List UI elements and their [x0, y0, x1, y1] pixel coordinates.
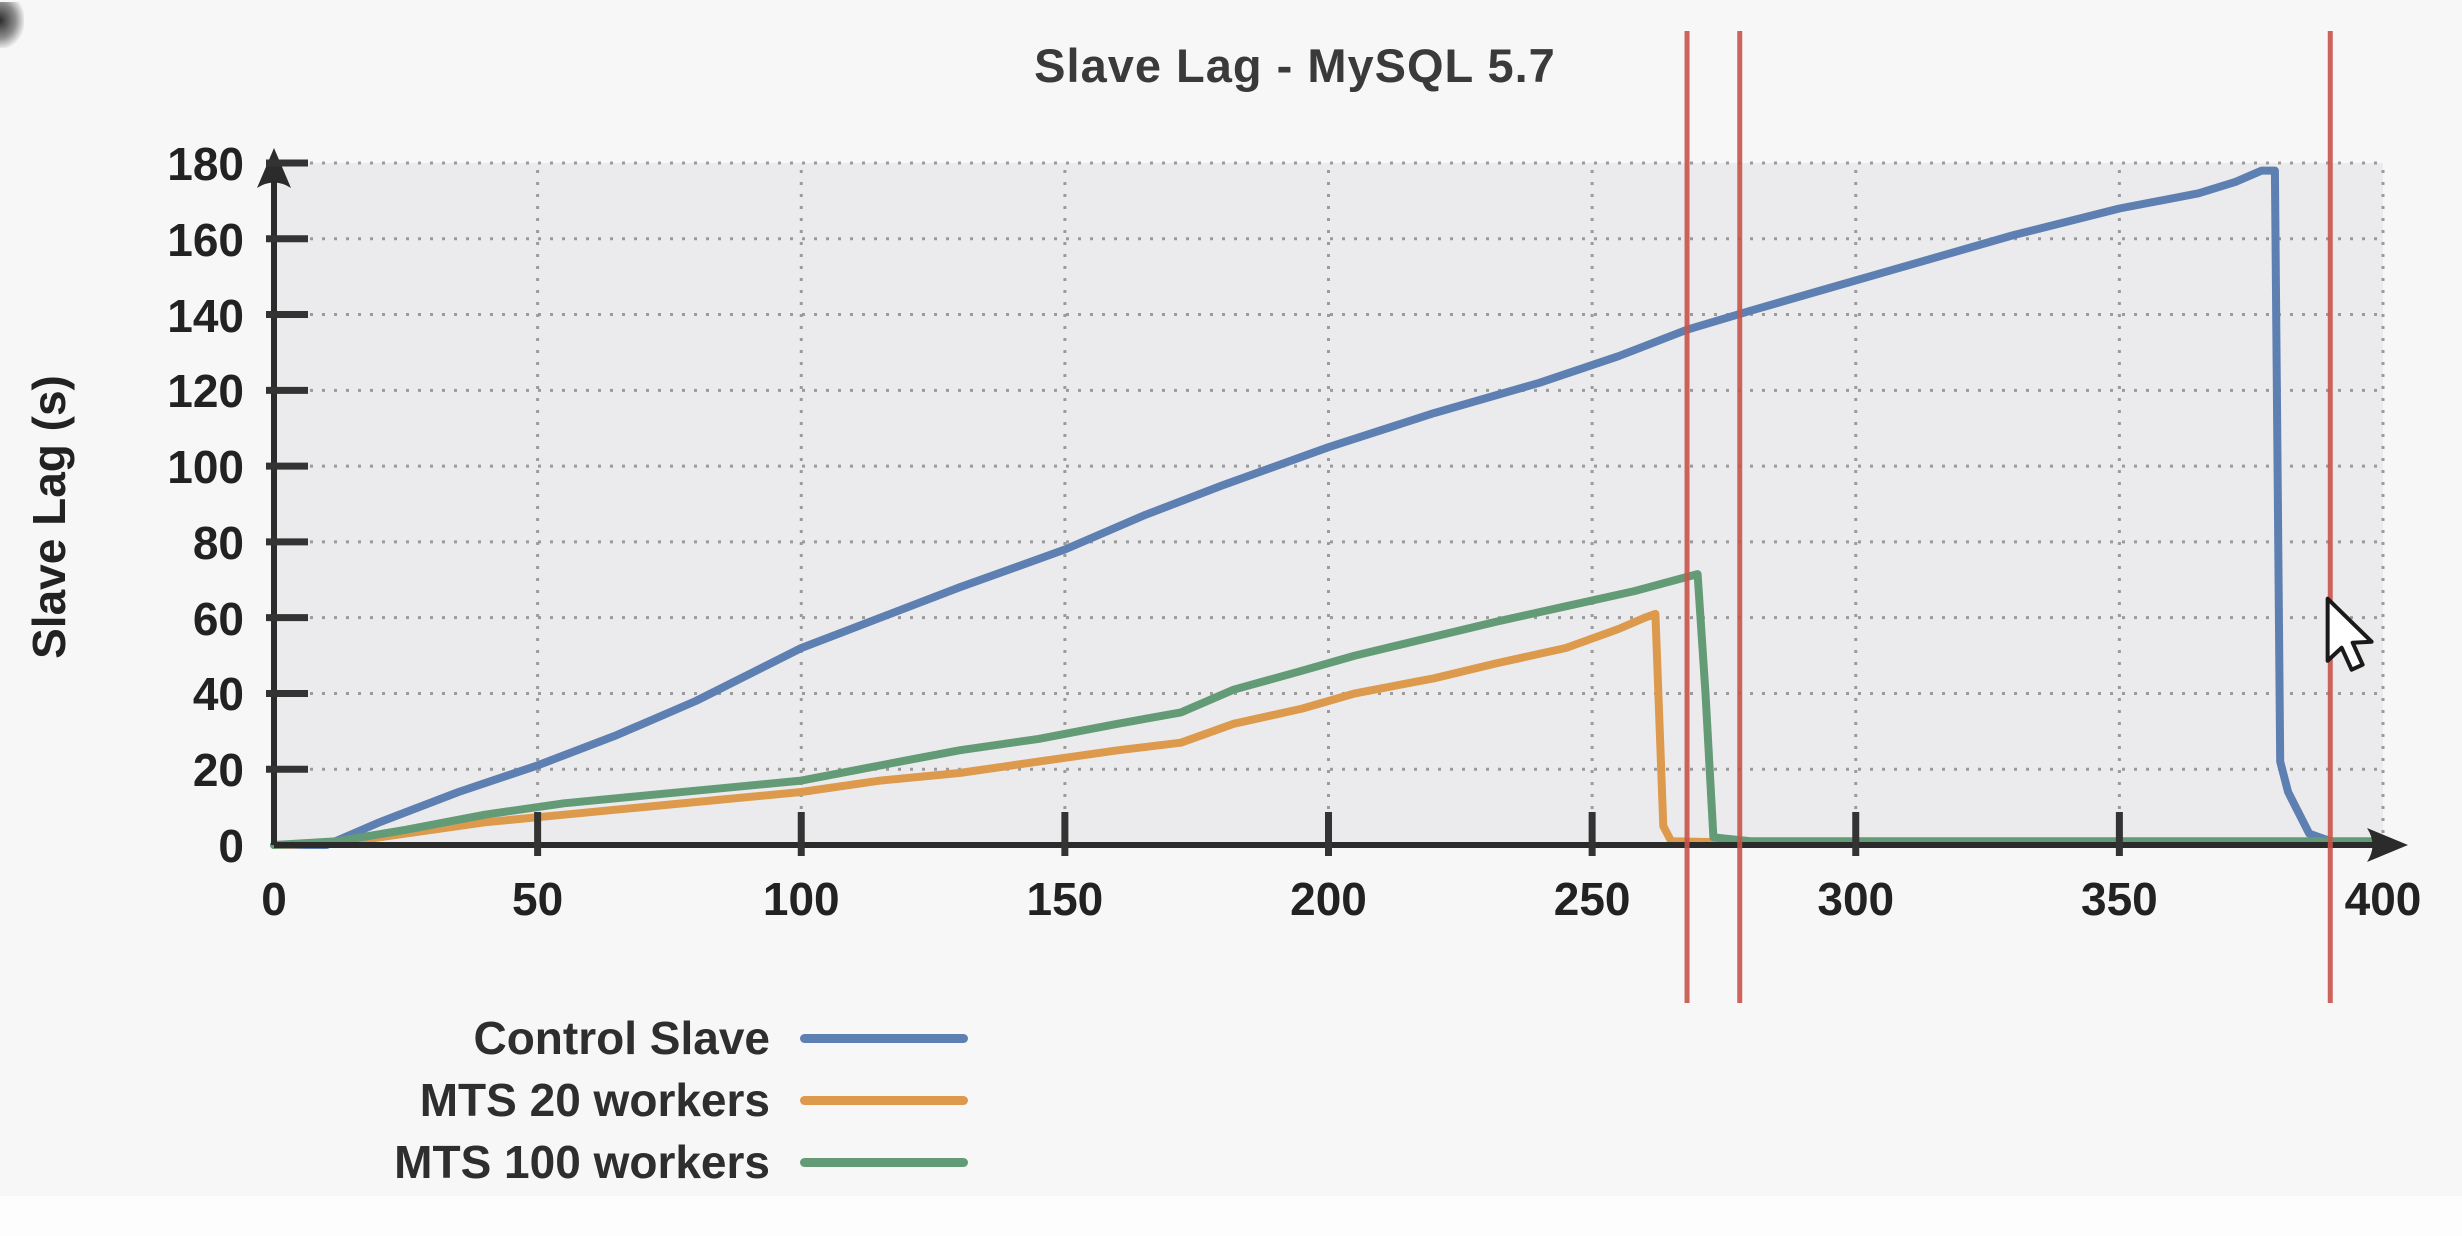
corner-artifact — [0, 2, 24, 48]
x-tick-label-300: 300 — [1817, 873, 1895, 925]
y-axis-arrow-icon — [257, 148, 291, 188]
y-tick-label-0: 0 — [218, 820, 244, 872]
legend-row-control-slave: Control Slave — [0, 1010, 2462, 1066]
x-tick-label-400: 400 — [2344, 873, 2422, 925]
series-mts-100-workers — [270, 570, 2377, 849]
x-tick-label-350: 350 — [2081, 873, 2158, 925]
y-tick-label-100: 100 — [167, 441, 244, 494]
series-control-slave — [270, 166, 2356, 849]
legend-label: Control Slave — [473, 1012, 770, 1064]
y-tick-label-140: 140 — [167, 289, 244, 342]
y-tick-label-20: 20 — [192, 744, 244, 797]
x-axis-arrow-icon — [2367, 828, 2408, 862]
series-mts-20-workers — [270, 609, 1744, 849]
y-tick-label-40: 40 — [192, 668, 244, 721]
x-tick-label-0: 0 — [261, 873, 287, 925]
legend-label: MTS 100 workers — [394, 1136, 770, 1188]
legend-row-mts-20-workers: MTS 20 workers — [0, 1072, 2462, 1128]
y-tick-label-80: 80 — [192, 516, 244, 569]
y-tick-label-160: 160 — [167, 213, 244, 266]
x-tick-label-250: 250 — [1553, 873, 1631, 925]
tick-marks — [266, 159, 2123, 856]
legend-swatch-line — [800, 1034, 968, 1043]
x-tick-label-50: 50 — [512, 873, 564, 925]
x-tick-label-100: 100 — [762, 873, 840, 925]
x-tick-label-150: 150 — [1026, 873, 1104, 925]
y-tick-label-120: 120 — [167, 365, 244, 418]
legend-label: MTS 20 workers — [419, 1074, 770, 1126]
legend-swatch-line — [800, 1158, 968, 1167]
chart-title: Slave Lag - MySQL 5.7 — [1034, 39, 1556, 92]
axes — [271, 158, 2395, 848]
y-axis-title: Slave Lag (s) — [23, 375, 75, 659]
x-tick-label-200: 200 — [1290, 873, 1367, 925]
y-tick-label-60: 60 — [192, 592, 244, 645]
legend-swatch-line — [800, 1096, 968, 1105]
legend-row-mts-100-workers: MTS 100 workers — [0, 1134, 2462, 1190]
bottom-band — [0, 1196, 2462, 1236]
y-tick-label-180: 180 — [167, 138, 244, 190]
mouse-cursor-icon — [2325, 596, 2374, 672]
red-marker-lines — [1684, 31, 2333, 1003]
